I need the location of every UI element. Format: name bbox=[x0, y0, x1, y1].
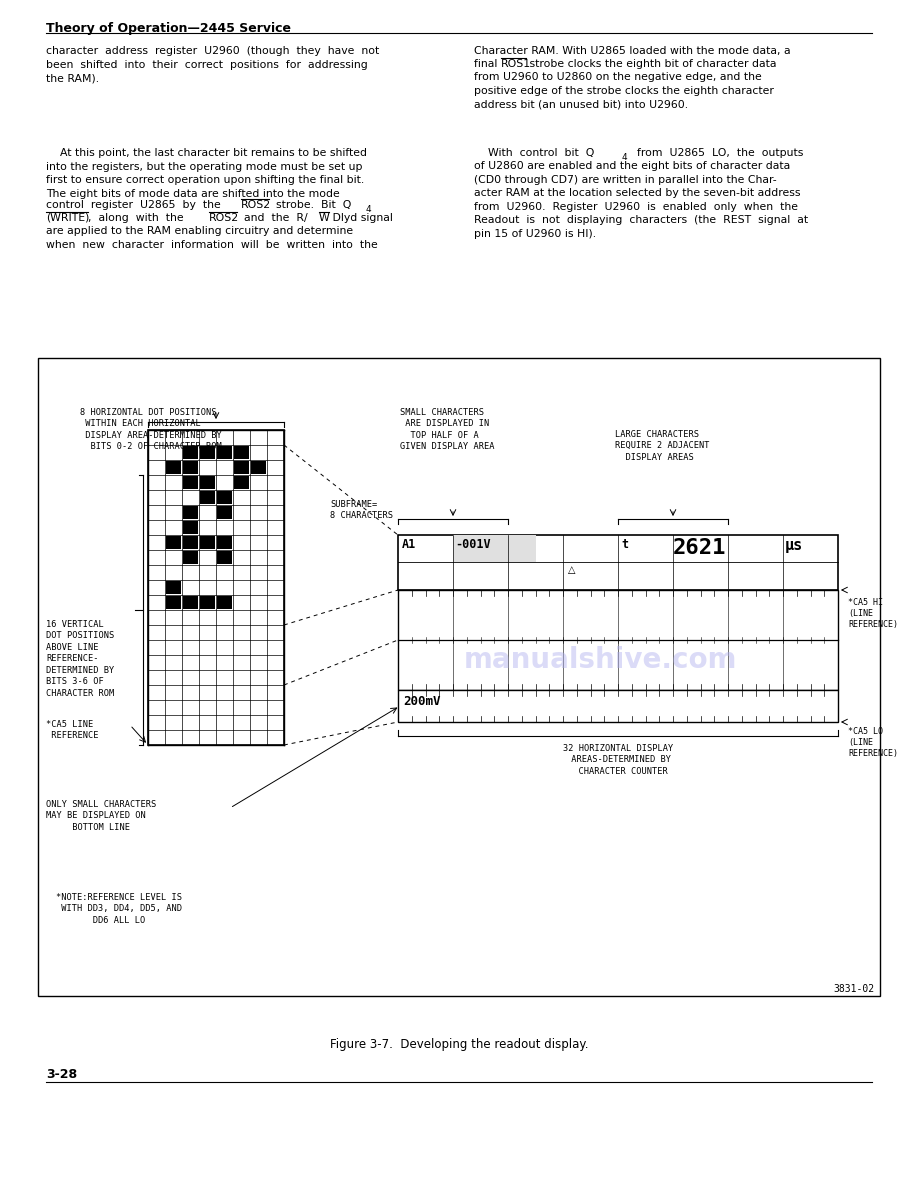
Bar bbox=[398, 590, 838, 690]
Text: manualshive.com: manualshive.com bbox=[464, 646, 737, 674]
Bar bbox=[217, 491, 232, 504]
Text: △: △ bbox=[568, 565, 576, 575]
Text: strobe.  Bit  Q: strobe. Bit Q bbox=[269, 200, 352, 210]
Text: from U2960 to U2860 on the negative edge, and the
positive edge of the strobe cl: from U2960 to U2860 on the negative edge… bbox=[474, 72, 774, 109]
Bar bbox=[398, 690, 838, 722]
Text: W: W bbox=[319, 213, 330, 223]
Bar bbox=[453, 535, 535, 562]
Bar bbox=[200, 536, 215, 549]
Bar bbox=[183, 596, 198, 609]
Text: Theory of Operation—2445 Service: Theory of Operation—2445 Service bbox=[46, 23, 291, 34]
Bar bbox=[200, 446, 215, 459]
Bar bbox=[200, 596, 215, 609]
Bar bbox=[398, 535, 838, 590]
Bar bbox=[166, 581, 181, 594]
Text: from  U2865  LO,  the  outputs: from U2865 LO, the outputs bbox=[630, 148, 803, 158]
Text: SUBFRAME=
8 CHARACTERS: SUBFRAME= 8 CHARACTERS bbox=[330, 500, 393, 520]
Text: LARGE CHARACTERS
REQUIRE 2 ADJACENT
  DISPLAY AREAS: LARGE CHARACTERS REQUIRE 2 ADJACENT DISP… bbox=[615, 430, 710, 462]
Text: SMALL CHARACTERS
 ARE DISPLAYED IN
  TOP HALF OF A
GIVEN DISPLAY AREA: SMALL CHARACTERS ARE DISPLAYED IN TOP HA… bbox=[400, 407, 495, 451]
Bar bbox=[183, 476, 198, 489]
Text: At this point, the last character bit remains to be shifted
into the registers, : At this point, the last character bit re… bbox=[46, 148, 367, 198]
Text: ONLY SMALL CHARACTERS
MAY BE DISPLAYED ON
     BOTTOM LINE: ONLY SMALL CHARACTERS MAY BE DISPLAYED O… bbox=[46, 800, 156, 832]
Bar bbox=[183, 446, 198, 459]
Bar bbox=[183, 536, 198, 549]
Text: With  control  bit  Q: With control bit Q bbox=[474, 148, 594, 158]
Bar bbox=[217, 446, 232, 459]
Text: ROS1: ROS1 bbox=[501, 59, 532, 69]
Bar bbox=[148, 430, 284, 745]
Text: 8 HORIZONTAL DOT POSITIONS
 WITHIN EACH HORIZONTAL
 DISPLAY AREA-DETERMINED BY
 : 8 HORIZONTAL DOT POSITIONS WITHIN EACH H… bbox=[80, 407, 222, 451]
Text: A1: A1 bbox=[402, 538, 416, 551]
Text: (WRITE): (WRITE) bbox=[46, 213, 89, 223]
Bar bbox=[200, 491, 215, 504]
Bar bbox=[217, 596, 232, 609]
Text: 32 HORIZONTAL DISPLAY
 AREAS-DETERMINED BY
  CHARACTER COUNTER: 32 HORIZONTAL DISPLAY AREAS-DETERMINED B… bbox=[563, 744, 673, 776]
Text: ROS2: ROS2 bbox=[241, 200, 271, 210]
Bar bbox=[166, 596, 181, 609]
Text: *NOTE:REFERENCE LEVEL IS
 WITH DD3, DD4, DD5, AND
       DD6 ALL LO: *NOTE:REFERENCE LEVEL IS WITH DD3, DD4, … bbox=[56, 893, 182, 925]
Bar bbox=[183, 551, 198, 564]
Text: Character RAM. With U2865 loaded with the mode data, a: Character RAM. With U2865 loaded with th… bbox=[474, 46, 790, 56]
Bar bbox=[217, 551, 232, 564]
Text: of U2860 are enabled and the eight bits of character data
(CD0 through CD7) are : of U2860 are enabled and the eight bits … bbox=[474, 162, 808, 239]
Bar bbox=[251, 461, 266, 474]
Text: t: t bbox=[621, 538, 628, 551]
Text: -001V: -001V bbox=[455, 538, 490, 551]
Bar bbox=[183, 522, 198, 533]
Text: are applied to the RAM enabling circuitry and determine
when  new  character  in: are applied to the RAM enabling circuitr… bbox=[46, 226, 377, 249]
Bar bbox=[234, 446, 249, 459]
Text: 3-28: 3-28 bbox=[46, 1068, 77, 1081]
Text: *CA5 LINE
 REFERENCE: *CA5 LINE REFERENCE bbox=[46, 720, 98, 740]
Bar bbox=[38, 358, 880, 996]
Text: 2621: 2621 bbox=[673, 538, 726, 558]
Text: Dlyd signal: Dlyd signal bbox=[329, 213, 393, 223]
Text: control  register  U2865  by  the: control register U2865 by the bbox=[46, 200, 228, 210]
Bar bbox=[183, 506, 198, 519]
Text: ROS2: ROS2 bbox=[209, 213, 239, 223]
Bar bbox=[183, 461, 198, 474]
Text: 3831-02: 3831-02 bbox=[833, 984, 874, 994]
Text: Figure 3-7.  Developing the readout display.: Figure 3-7. Developing the readout displ… bbox=[330, 1038, 588, 1051]
Text: 200mV: 200mV bbox=[403, 695, 441, 708]
Bar bbox=[166, 461, 181, 474]
Bar bbox=[166, 536, 181, 549]
Bar bbox=[217, 536, 232, 549]
Text: *CA5 HI
(LINE
REFERENCE): *CA5 HI (LINE REFERENCE) bbox=[848, 598, 898, 630]
Text: 16 VERTICAL
DOT POSITIONS
ABOVE LINE
REFERENCE-
DETERMINED BY
BITS 3-6 OF
CHARAC: 16 VERTICAL DOT POSITIONS ABOVE LINE REF… bbox=[46, 620, 114, 697]
Text: µs: µs bbox=[785, 538, 803, 552]
Bar bbox=[234, 461, 249, 474]
Text: 4: 4 bbox=[366, 206, 372, 214]
Bar bbox=[217, 506, 232, 519]
Text: final: final bbox=[474, 59, 501, 69]
Bar bbox=[234, 476, 249, 489]
Bar bbox=[200, 476, 215, 489]
Text: 4: 4 bbox=[622, 153, 628, 162]
Text: *CA5 LO
(LINE
REFERENCE): *CA5 LO (LINE REFERENCE) bbox=[848, 727, 898, 758]
Text: and  the  R/: and the R/ bbox=[237, 213, 308, 223]
Text: ,  along  with  the: , along with the bbox=[88, 213, 191, 223]
Text: character  address  register  U2960  (though  they  have  not
been  shifted  int: character address register U2960 (though… bbox=[46, 46, 379, 83]
Text: strobe clocks the eighth bit of character data: strobe clocks the eighth bit of characte… bbox=[526, 59, 777, 69]
